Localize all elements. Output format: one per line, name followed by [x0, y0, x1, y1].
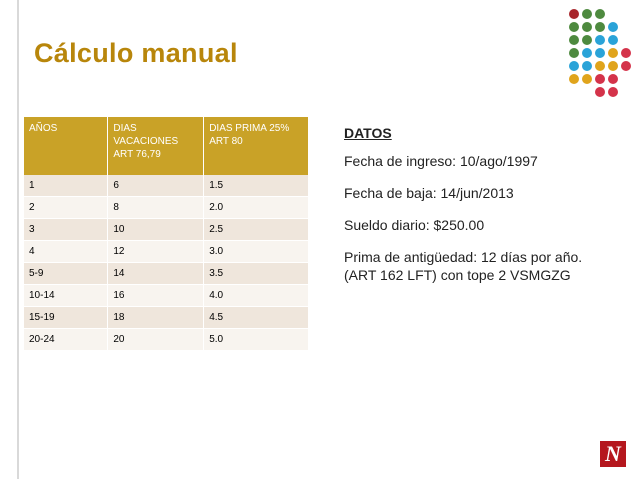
cell-prima: 4.0 [203, 284, 309, 307]
cell-anos: 4 [24, 240, 109, 263]
table-header-row: AÑOS DIAS VACACIONES ART 76,79 DIAS PRIM… [24, 117, 309, 175]
table-row: 5-9 14 3.5 [24, 262, 309, 285]
cell-vacaciones: 12 [107, 240, 205, 263]
header-anos: AÑOS [24, 117, 109, 175]
table-row: 10-14 16 4.0 [24, 284, 309, 307]
vacation-table: AÑOS DIAS VACACIONES ART 76,79 DIAS PRIM… [24, 117, 309, 351]
datos-heading: DATOS [344, 125, 392, 141]
cell-vacaciones: 14 [107, 262, 205, 285]
cell-prima: 1.5 [203, 175, 309, 197]
table-row: 4 12 3.0 [24, 240, 309, 263]
cell-anos: 15-19 [24, 306, 109, 329]
cell-anos: 5-9 [24, 262, 109, 285]
prima-antiguedad-text: Prima de antigüedad: 12 días por año. (A… [344, 249, 583, 283]
cell-anos: 2 [24, 196, 109, 219]
n-logo-icon: N [600, 441, 626, 467]
cell-prima: 2.5 [203, 218, 309, 241]
table-row: 2 8 2.0 [24, 196, 309, 219]
table-row: 15-19 18 4.5 [24, 306, 309, 329]
cell-vacaciones: 10 [107, 218, 205, 241]
cell-vacaciones: 18 [107, 306, 205, 329]
page-title: Cálculo manual [34, 38, 238, 68]
cell-vacaciones: 20 [107, 328, 205, 351]
cell-anos: 1 [24, 175, 109, 197]
left-accent-line [17, 0, 19, 479]
cell-prima: 3.0 [203, 240, 309, 263]
cell-vacaciones: 6 [107, 175, 205, 197]
dot-grid-icon [566, 9, 631, 99]
sueldo-diario-text: Sueldo diario: $250.00 [344, 217, 485, 233]
cell-vacaciones: 8 [107, 196, 205, 219]
fecha-baja-text: Fecha de baja: 14/jun/2013 [344, 185, 514, 201]
table-row: 1 6 1.5 [24, 175, 309, 197]
cell-anos: 20-24 [24, 328, 109, 351]
cell-anos: 10-14 [24, 284, 109, 307]
cell-anos: 3 [24, 218, 109, 241]
datos-panel: DATOS Fecha de ingreso: 10/ago/1997 Fech… [344, 124, 614, 298]
cell-prima: 2.0 [203, 196, 309, 219]
table-row: 20-24 20 5.0 [24, 328, 309, 351]
header-dias-vacaciones: DIAS VACACIONES ART 76,79 [107, 117, 205, 175]
fecha-ingreso-text: Fecha de ingreso: 10/ago/1997 [344, 153, 538, 169]
cell-prima: 3.5 [203, 262, 309, 285]
header-dias-prima: DIAS PRIMA 25% ART 80 [203, 117, 309, 175]
table-row: 3 10 2.5 [24, 218, 309, 241]
cell-prima: 5.0 [203, 328, 309, 351]
cell-prima: 4.5 [203, 306, 309, 329]
cell-vacaciones: 16 [107, 284, 205, 307]
